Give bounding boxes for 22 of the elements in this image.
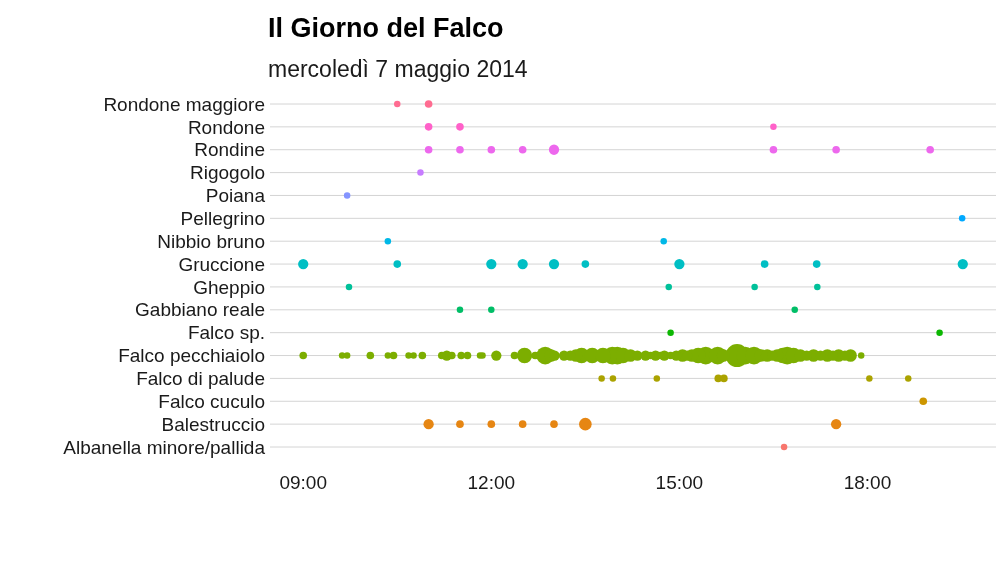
y-tick-label: Rondone [187,116,265,138]
x-tick-label: 18:00 [843,472,892,493]
y-tick-label: Albanella minore/pallida [63,436,266,458]
chart-title: Il Giorno del Falco [268,13,504,43]
y-tick-label: Falco sp. [187,322,265,344]
y-tick-label: Gabbiano reale [135,299,265,321]
y-tick-label: Balestruccio [161,413,265,435]
x-tick-label: 15:00 [655,472,704,493]
y-tick-label: Falco pecchiaiolo [118,345,265,367]
y-tick-label: Falco di palude [136,368,265,390]
y-tick-label: Pellegrino [180,207,265,229]
x-tick-label: 12:00 [467,472,516,493]
y-tick-label: Nibbio bruno [157,230,265,252]
y-tick-label: Rondine [194,139,265,161]
y-tick-label: Poiana [205,185,266,207]
y-tick-label: Rigogolo [190,162,265,184]
y-tick-label: Gheppio [193,276,265,298]
y-tick-label: Gruccione [178,253,265,275]
y-tick-label: Rondone maggiore [103,93,265,115]
y-tick-label: Falco cuculo [158,390,265,412]
chart-subtitle: mercoledì 7 maggio 2014 [268,56,528,82]
x-tick-label: 09:00 [279,472,327,493]
